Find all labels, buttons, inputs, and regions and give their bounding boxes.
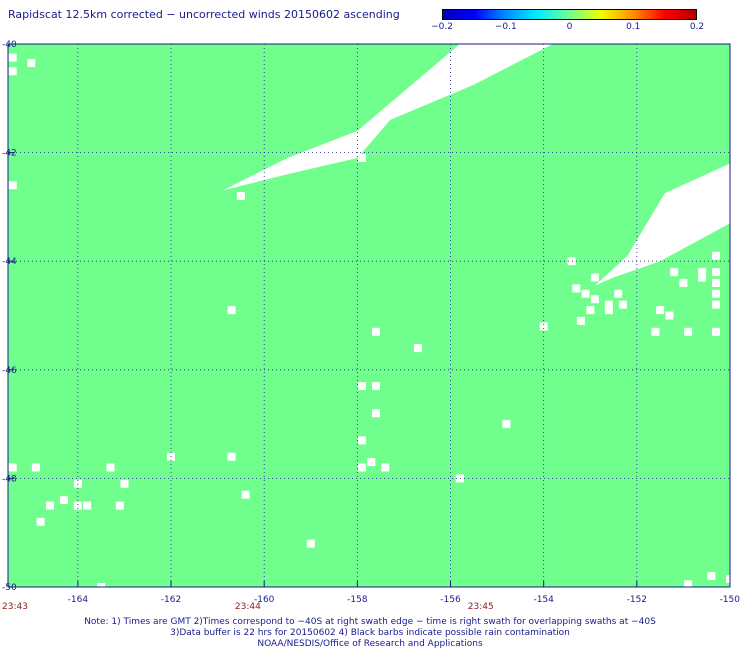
y-tick-label: -50 xyxy=(2,583,17,593)
no-data-cell xyxy=(381,463,390,472)
no-data-cell xyxy=(539,322,548,331)
no-data-cell xyxy=(698,213,707,222)
no-data-cell xyxy=(367,458,376,467)
no-data-cell xyxy=(358,436,366,445)
no-data-cell xyxy=(106,463,115,472)
no-data-cell xyxy=(372,409,380,418)
no-data-cell xyxy=(670,268,679,277)
no-data-cell xyxy=(8,67,17,76)
no-data-cell xyxy=(590,295,599,304)
no-data-cell xyxy=(306,539,315,548)
colorbar-tick-label: 0 xyxy=(566,22,573,32)
no-data-cell xyxy=(8,181,17,190)
time-label: 23:43 xyxy=(2,602,28,612)
footnote-line-2: 3)Data buffer is 22 hrs for 20150602 4) … xyxy=(170,628,570,638)
no-data-cell xyxy=(372,382,380,391)
no-data-cell xyxy=(707,197,716,206)
axis-labels: -40 -42 -44 -46 -48 -50 -164 -162 -160 -158 -156 -1… xyxy=(2,40,740,612)
no-data-cell xyxy=(8,53,17,62)
no-data-cell xyxy=(590,273,599,282)
no-data-cell xyxy=(712,251,720,260)
no-data-cell xyxy=(372,327,380,336)
no-data-cell xyxy=(455,474,464,483)
no-data-cell xyxy=(698,273,707,282)
no-data-cell xyxy=(73,479,82,488)
x-tick-label: -156 xyxy=(440,595,461,605)
colorbar xyxy=(442,9,697,20)
time-label: 23:45 xyxy=(468,602,494,612)
no-data-cell xyxy=(604,306,613,315)
no-data-cell xyxy=(36,517,45,526)
colorbar-tick-label: −0.2 xyxy=(431,22,453,32)
plot-frame xyxy=(7,43,731,588)
x-tick-label: -150 xyxy=(720,595,740,605)
x-tick-label: -160 xyxy=(254,595,275,605)
no-data-cell xyxy=(684,580,693,589)
no-data-cell xyxy=(618,300,627,309)
no-data-cell xyxy=(581,289,590,298)
no-data-cell xyxy=(698,268,707,277)
no-data-cell xyxy=(707,572,716,581)
no-data-cell xyxy=(572,284,581,293)
no-data-cell xyxy=(712,327,720,336)
no-data-cell xyxy=(8,463,17,472)
no-data-cell xyxy=(712,268,720,277)
no-data-cell xyxy=(684,327,693,336)
colorbar-tick-label: 0.1 xyxy=(626,22,641,32)
no-data-cell xyxy=(358,463,366,472)
y-tick-label: -48 xyxy=(2,474,17,484)
no-data-cell xyxy=(31,463,40,472)
grid-lines xyxy=(8,44,730,587)
no-data-cell xyxy=(604,300,613,309)
no-data-cell xyxy=(59,496,68,505)
x-tick-label: -164 xyxy=(68,595,89,605)
no-data-cell xyxy=(656,306,665,315)
no-data-cell xyxy=(45,501,54,510)
chart-title: Rapidscat 12.5km corrected − uncorrected… xyxy=(8,8,400,21)
no-data-cell xyxy=(712,289,720,298)
x-tick-label: -158 xyxy=(347,595,368,605)
no-data-cell xyxy=(567,257,576,266)
no-data-cell xyxy=(358,154,366,162)
footnote-line-1: Note: 1) Times are GMT 2)Times correspon… xyxy=(84,617,656,627)
no-data-cell xyxy=(115,501,124,510)
no-data-cell xyxy=(27,59,36,67)
colorbar-tick-label: −0.1 xyxy=(494,22,517,32)
no-data-cell xyxy=(586,306,595,315)
no-data-cell xyxy=(614,289,623,298)
x-tick-label: -154 xyxy=(533,595,554,605)
no-data-cell xyxy=(651,327,660,336)
no-data-cell xyxy=(712,300,720,309)
no-data-swath-gap xyxy=(222,44,554,191)
y-tick-label: -42 xyxy=(2,149,17,159)
x-tick-label: -162 xyxy=(161,595,181,605)
no-data-cell xyxy=(120,479,129,488)
no-data-cell xyxy=(646,224,655,233)
y-tick-label: -46 xyxy=(2,366,17,376)
no-data-cell xyxy=(227,306,236,315)
x-tick-label: -152 xyxy=(627,595,647,605)
no-data-cell xyxy=(241,490,250,499)
time-label: 23:44 xyxy=(235,602,261,612)
no-data-cell xyxy=(236,192,245,200)
no-data-cell xyxy=(679,278,688,287)
no-data-cell xyxy=(358,382,366,391)
no-data-cell xyxy=(665,311,674,320)
no-data-cell xyxy=(227,452,236,461)
missing-data-layer xyxy=(8,44,734,591)
y-tick-label: -44 xyxy=(2,257,17,267)
no-data-cell xyxy=(712,278,720,287)
no-data-cell xyxy=(576,316,585,325)
no-data-cell xyxy=(502,420,511,429)
no-data-region-northeast xyxy=(594,163,730,286)
no-data-cell xyxy=(83,501,92,510)
no-data-cell xyxy=(413,344,422,353)
no-data-cell xyxy=(73,501,82,510)
colorbar-tick-label: 0.2 xyxy=(689,22,705,32)
no-data-cell xyxy=(637,240,646,249)
footnote-credit: NOAA/NESDIS/Office of Research and Appli… xyxy=(257,639,483,649)
y-tick-label: -40 xyxy=(2,40,17,50)
